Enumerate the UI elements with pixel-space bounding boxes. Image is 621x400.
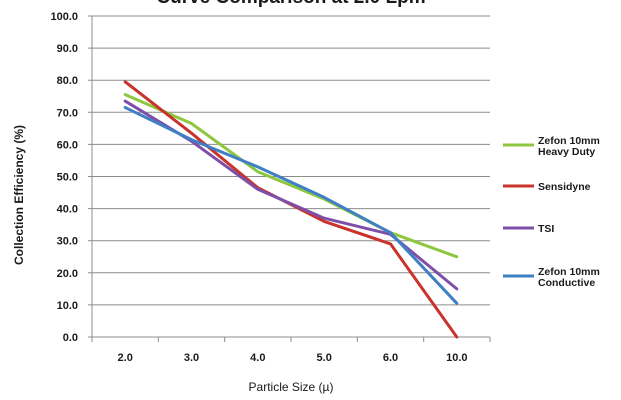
legend-label-line: Conductive bbox=[538, 277, 595, 289]
legend-label: TSI bbox=[538, 223, 554, 235]
y-tick-label: 40.0 bbox=[57, 204, 78, 216]
y-tick-label: 50.0 bbox=[57, 172, 78, 184]
y-axis-title: Collection Efficiency (%) bbox=[12, 125, 26, 265]
y-tick-label: 0.0 bbox=[63, 332, 78, 344]
series-line-2 bbox=[123, 99, 459, 291]
y-tick-label: 100.0 bbox=[50, 11, 78, 23]
y-tick-label: 90.0 bbox=[57, 43, 78, 55]
y-tick-label: 10.0 bbox=[57, 300, 78, 312]
x-tick-label: 3.0 bbox=[184, 352, 199, 364]
legend-label-line: TSI bbox=[538, 223, 554, 235]
y-tick-label: 30.0 bbox=[57, 236, 78, 248]
y-tick-label: 80.0 bbox=[57, 75, 78, 87]
series-line-3 bbox=[123, 106, 459, 305]
x-tick-label: 2.0 bbox=[118, 352, 133, 364]
grid-lines bbox=[92, 15, 490, 306]
x-tick-label: 10.0 bbox=[446, 352, 467, 364]
x-axis-title: Particle Size (µ) bbox=[249, 380, 334, 394]
legend-label: Sensidyne bbox=[538, 181, 591, 193]
legend-label: Zefon 10mm Conductive bbox=[538, 266, 600, 289]
x-tick-labels: 2.0 3.0 4.0 5.0 6.0 10.0 bbox=[118, 352, 468, 364]
axes bbox=[88, 15, 491, 342]
legend-label-line: Zefon 10mm bbox=[538, 135, 600, 147]
x-tick-label: 6.0 bbox=[383, 352, 398, 364]
chart-title: Curve Comparison at 2.0 Lpm bbox=[156, 0, 425, 8]
series-line-1 bbox=[123, 80, 459, 339]
legend-label-line: Heavy Duty bbox=[538, 146, 595, 158]
x-tick-label: 5.0 bbox=[317, 352, 332, 364]
series-line-0 bbox=[123, 93, 459, 259]
x-tick-label: 4.0 bbox=[250, 352, 265, 364]
y-tick-labels: 0.0 10.0 20.0 30.0 40.0 50.0 60.0 70.0 80.0 90.0 1… bbox=[50, 11, 78, 344]
legend-label: Zefon 10mm Heavy Duty bbox=[538, 135, 600, 158]
series-lines bbox=[123, 80, 459, 339]
legend-label-line: Sensidyne bbox=[538, 181, 591, 193]
y-tick-label: 20.0 bbox=[57, 268, 78, 280]
y-tick-label: 70.0 bbox=[57, 107, 78, 119]
legend-label-line: Zefon 10mm bbox=[538, 266, 600, 278]
y-tick-label: 60.0 bbox=[57, 139, 78, 151]
